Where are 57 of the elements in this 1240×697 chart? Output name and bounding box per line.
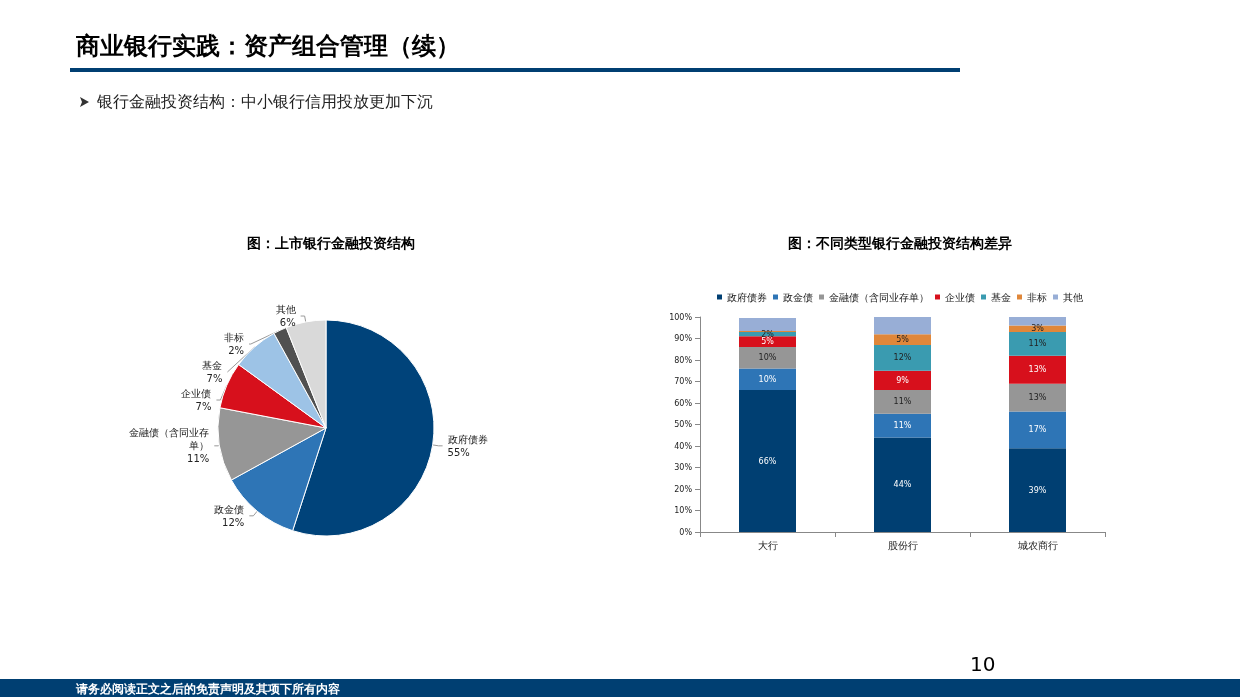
legend-label: 非标	[1027, 291, 1047, 303]
y-tick-label: 10%	[674, 506, 693, 515]
chart-title: 图：上市银行金融投资结构	[247, 235, 415, 251]
data-label: 3%	[1031, 324, 1045, 334]
data-label: 5%	[896, 335, 910, 345]
data-label: 12%	[222, 516, 245, 528]
chart-title: 图：不同类型银行金融投资结构差异	[788, 235, 1012, 251]
y-tick-label: 20%	[674, 484, 693, 494]
y-tick-label: 0%	[679, 527, 693, 537]
slice-label: 其他	[275, 304, 296, 316]
data-label: 13%	[1028, 365, 1047, 375]
text: 银行金融投资结构：中小银行信用投放更加下沉	[97, 92, 433, 113]
y-tick-label: 30%	[674, 463, 693, 472]
legend-label: 金融债（含同业存单）	[829, 291, 929, 303]
slice-label: 企业债	[181, 388, 212, 400]
data-label: 6%	[279, 317, 296, 329]
y-tick-label: 90%	[674, 334, 693, 343]
y-tick-label: 50%	[674, 420, 693, 429]
legend-label: 企业债	[945, 291, 975, 303]
legend-label: 基金	[991, 291, 1011, 303]
data-label: 39%	[1028, 485, 1047, 495]
y-tick-label: 100%	[669, 312, 693, 322]
data-label: 7%	[195, 401, 212, 413]
text: 10	[970, 652, 996, 676]
x-tick-label: 股份行	[887, 539, 918, 551]
data-label: 2%	[228, 345, 245, 357]
data-label: 10%	[758, 353, 777, 363]
legend-label: 其他	[1063, 291, 1083, 303]
data-label: 44%	[893, 480, 912, 490]
y-tick-label: 80%	[674, 355, 693, 365]
legend-label: 政金债	[783, 291, 813, 303]
data-label: 12%	[893, 353, 912, 363]
data-label: 66%	[758, 456, 777, 466]
data-label: 55%	[447, 446, 470, 458]
slice-label: 政金债	[214, 503, 245, 515]
x-tick-label: 城农商行	[1016, 539, 1058, 551]
y-tick-label: 60%	[674, 398, 693, 408]
data-label: 9%	[896, 375, 910, 385]
y-tick-label: 40%	[674, 441, 693, 451]
slice-label: 非标	[224, 332, 245, 344]
slice-label: 政府债券	[447, 433, 488, 445]
data-label: 11%	[893, 397, 912, 407]
y-tick-label: 70%	[674, 377, 693, 386]
text: 商业银行实践：资产组合管理（续）	[76, 31, 460, 62]
data-label: 7%	[206, 373, 223, 385]
text: 请务必阅读正文之后的免责声明及其项下所有内容	[76, 681, 340, 697]
x-tick-label: 大行	[757, 539, 778, 551]
slice-label: 基金	[202, 360, 223, 372]
data-label: 5%	[761, 337, 775, 347]
data-label: 17%	[1028, 425, 1047, 435]
data-label: 11%	[1028, 339, 1047, 349]
data-label: 13%	[1028, 393, 1047, 403]
data-label: 10%	[758, 374, 777, 384]
slice-label: 金融债（含同业存单）	[129, 427, 210, 452]
data-label: 11%	[187, 453, 210, 465]
data-label: 11%	[893, 421, 912, 431]
legend-label: 政府债券	[727, 291, 767, 303]
